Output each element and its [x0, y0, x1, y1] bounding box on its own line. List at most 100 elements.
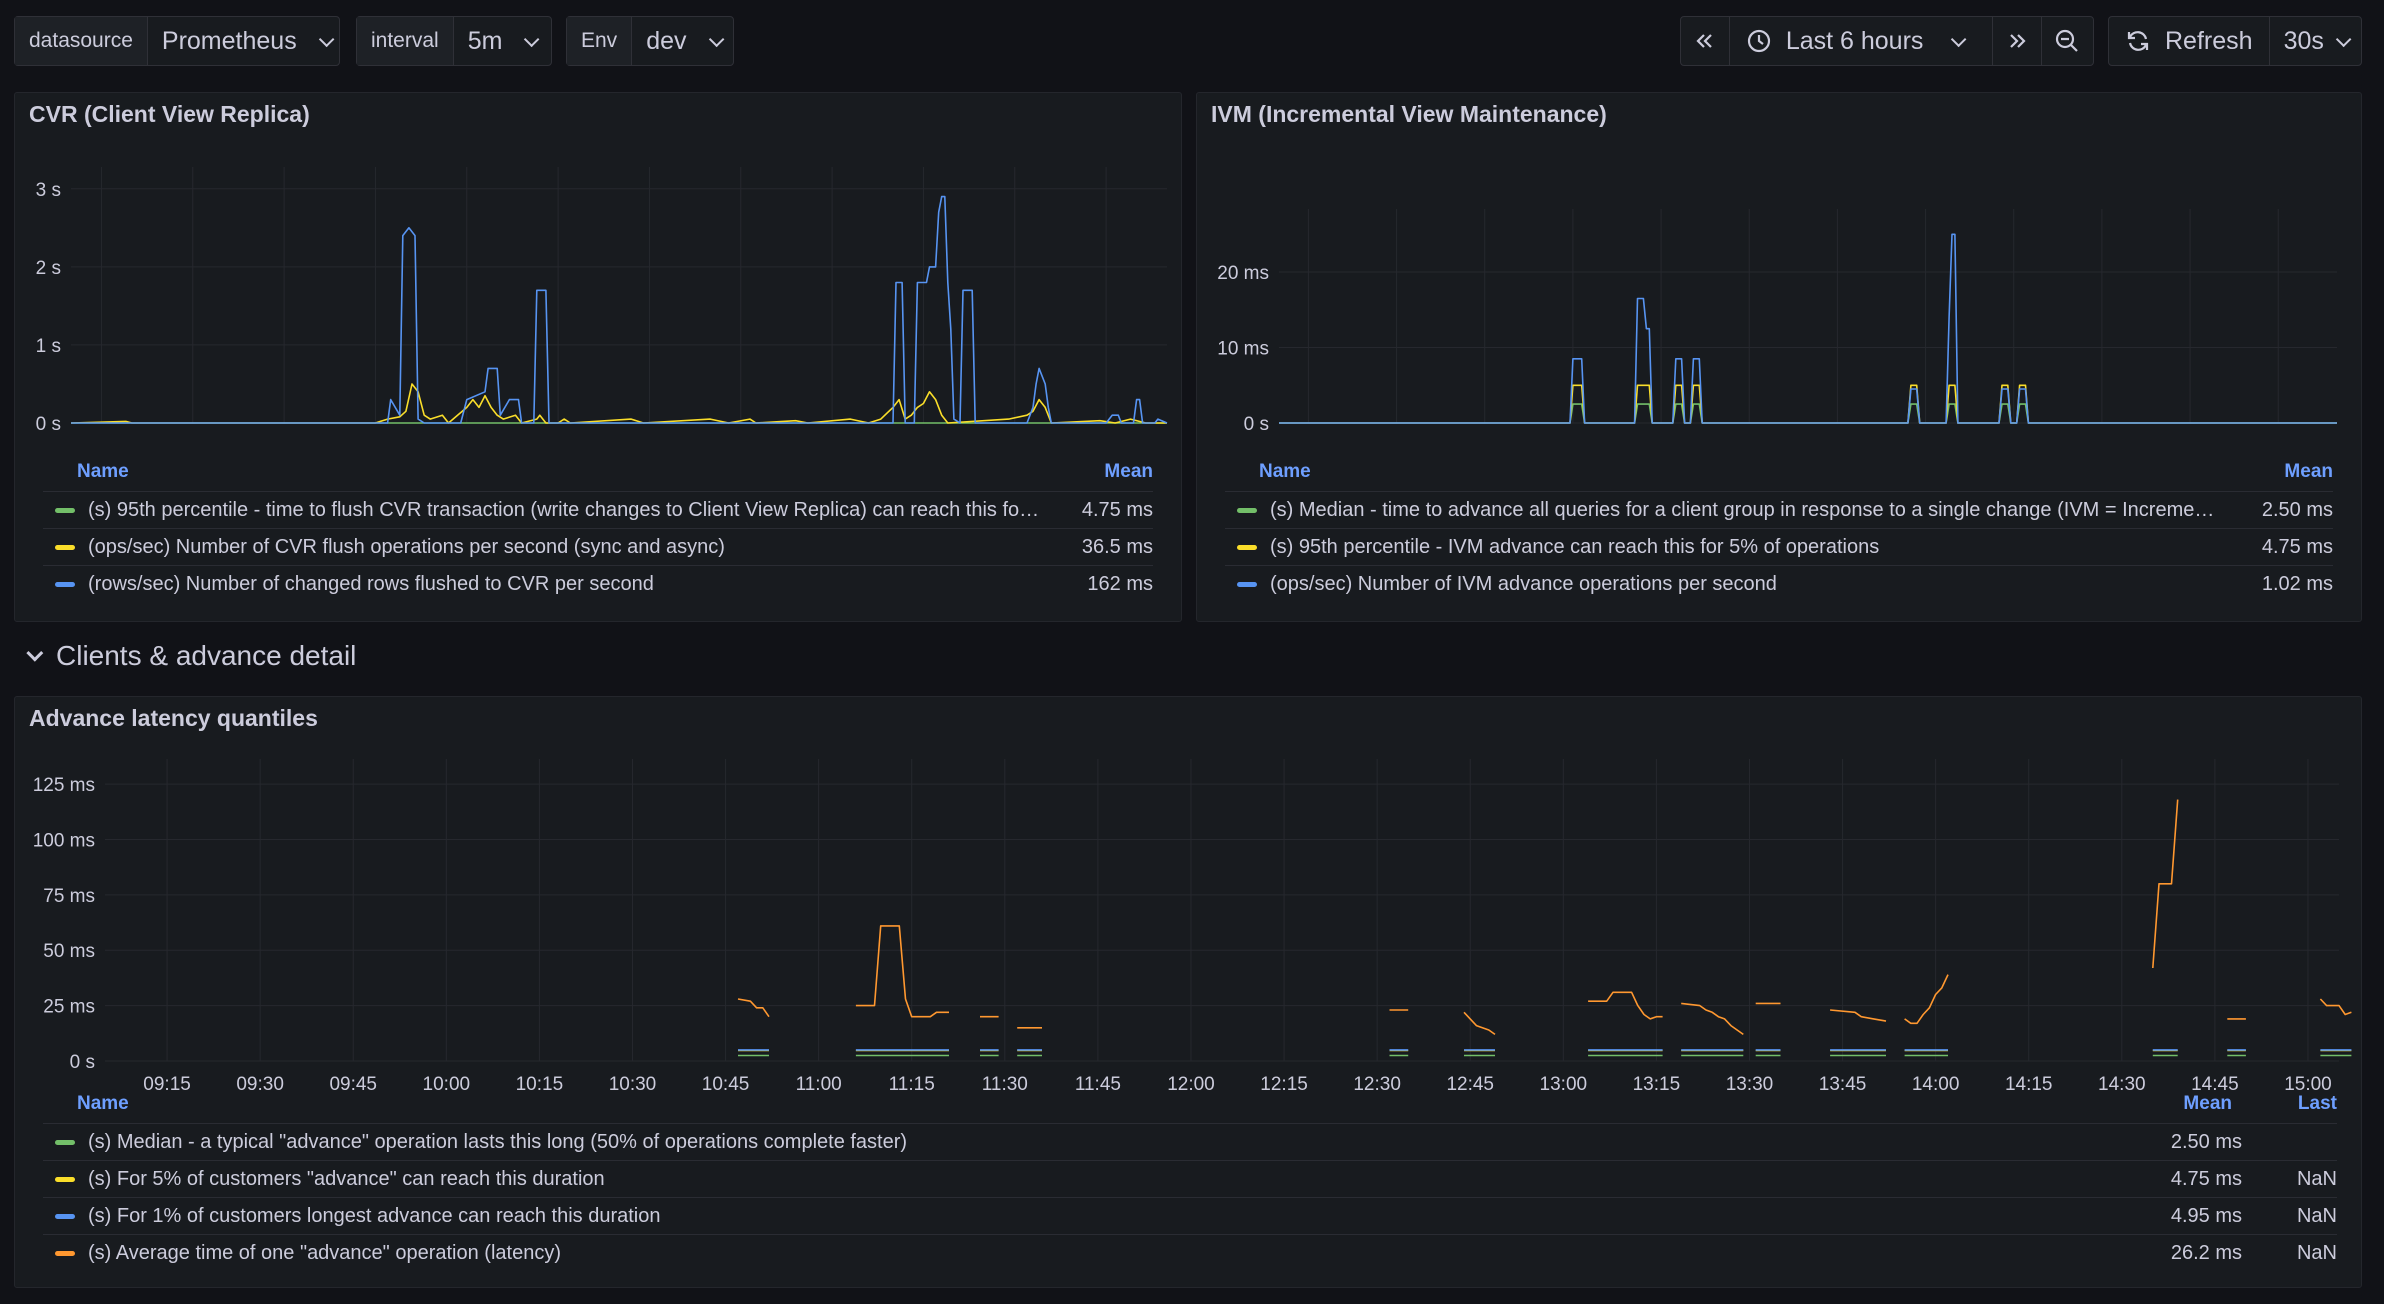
clock-icon	[1747, 29, 1770, 53]
cvr-panel: CVR (Client View Replica) 0 s1 s2 s3 s09…	[14, 92, 1182, 622]
legend-mean-value: 4.75 ms	[2170, 1168, 2242, 1190]
y-tick-label: 125 ms	[33, 775, 95, 796]
legend-header: Name Mean	[43, 461, 1153, 489]
legend-mean-header[interactable]: Mean	[2284, 461, 2333, 482]
legend-name-header[interactable]: Name	[1259, 461, 1311, 482]
y-tick-label: 3 s	[36, 180, 61, 201]
series-color-swatch	[55, 1140, 75, 1145]
y-tick-label: 0 s	[36, 414, 61, 433]
x-tick-label: 09:30	[236, 1074, 284, 1095]
panel-title[interactable]: IVM (Incremental View Maintenance)	[1211, 101, 1607, 127]
legend-series-name: (rows/sec) Number of changed rows flushe…	[88, 573, 654, 595]
interval-variable[interactable]: interval 5m	[356, 16, 552, 66]
legend-row[interactable]: (s) Median - a typical "advance" operati…	[43, 1123, 2337, 1161]
cvr-chart[interactable]: 0 s1 s2 s3 s09:3010:0010:3011:0011:3012:…	[15, 93, 1183, 433]
datasource-select[interactable]: Prometheus	[148, 17, 342, 65]
y-tick-label: 75 ms	[43, 886, 95, 907]
legend-mean-value: 2.50 ms	[2170, 1131, 2242, 1153]
chevron-down-icon	[524, 31, 540, 47]
refresh-button[interactable]: Refresh	[2109, 17, 2270, 65]
legend-row[interactable]: (s) For 1% of customers longest advance …	[43, 1197, 2337, 1235]
interval-label: interval	[357, 17, 454, 65]
series-line	[1279, 233, 2337, 424]
time-range-label: Last 6 hours	[1785, 26, 1924, 55]
series-color-swatch	[1237, 545, 1257, 550]
x-tick-label: 11:00	[796, 1074, 842, 1095]
datasource-label: datasource	[15, 17, 148, 65]
x-tick-label: 15:00	[2284, 1074, 2332, 1095]
legend-series-name: (ops/sec) Number of CVR flush operations…	[88, 536, 725, 558]
x-tick-label: 09:45	[329, 1074, 377, 1095]
legend-series-name: (s) For 1% of customers longest advance …	[88, 1205, 661, 1227]
legend-row[interactable]: (s) Median - time to advance all queries…	[1225, 491, 2333, 529]
time-forward-button[interactable]	[1993, 17, 2042, 65]
legend-row[interactable]: (s) 95th percentile - IVM advance can re…	[1225, 528, 2333, 566]
legend-series-name: (s) For 5% of customers "advance" can re…	[88, 1168, 605, 1190]
advance-latency-chart[interactable]: 0 s 25 ms 50 ms 75 ms 100 ms 125 ms 09:15 09:30…	[15, 697, 2363, 1097]
series-line	[1681, 1002, 1744, 1036]
row-header-clients-advance[interactable]: Clients & advance detail	[26, 640, 356, 672]
refresh-interval-value: 30s	[2283, 26, 2324, 55]
legend-last-value: NaN	[2296, 1242, 2337, 1264]
env-variable[interactable]: Env dev	[566, 16, 734, 66]
legend-mean-value: 4.75 ms	[1081, 499, 1153, 521]
y-tick-label: 25 ms	[43, 997, 95, 1018]
legend-mean-value: 162 ms	[1087, 573, 1153, 595]
time-back-button[interactable]	[1681, 17, 1730, 65]
legend-row[interactable]: (ops/sec) Number of CVR flush operations…	[43, 528, 1153, 566]
panel-title[interactable]: CVR (Client View Replica)	[29, 101, 310, 127]
legend-name-header[interactable]: Name	[77, 1093, 129, 1114]
x-tick-label: 12:45	[1446, 1074, 1494, 1095]
x-tick-label: 10:15	[516, 1074, 564, 1095]
series-color-swatch	[55, 1251, 75, 1256]
legend-mean-value: 1.02 ms	[2261, 573, 2333, 595]
legend-series-name: (s) Median - a typical "advance" operati…	[88, 1131, 908, 1153]
zoom-out-button[interactable]	[2042, 17, 2094, 65]
series-line	[1279, 384, 2337, 424]
env-select[interactable]: dev	[632, 17, 731, 65]
x-tick-label: 13:45	[1819, 1074, 1867, 1095]
legend-series-name: (s) Average time of one "advance" operat…	[88, 1242, 561, 1264]
x-tick-label: 14:45	[2191, 1074, 2239, 1095]
series-line	[2319, 998, 2352, 1016]
y-tick-label: 0 s	[70, 1052, 95, 1073]
legend-header: Name Mean	[1225, 461, 2333, 489]
legend-mean-header[interactable]: Mean	[1104, 461, 1153, 482]
series-color-swatch	[55, 582, 75, 587]
legend-mean-header[interactable]: Mean	[2183, 1093, 2232, 1114]
legend-row[interactable]: (s) Average time of one "advance" operat…	[43, 1234, 2337, 1272]
series-line	[1830, 1009, 1887, 1022]
ivm-panel: IVM (Incremental View Maintenance) 0 s 10…	[1196, 92, 2362, 622]
legend-row[interactable]: (rows/sec) Number of changed rows flushe…	[43, 565, 1153, 603]
legend-row[interactable]: (s) 95th percentile - time to flush CVR …	[43, 491, 1153, 529]
y-tick-label: 10 ms	[1217, 339, 1269, 360]
env-value: dev	[646, 26, 687, 55]
y-tick-label: 50 ms	[43, 941, 95, 962]
time-range-picker[interactable]: Last 6 hours	[1730, 17, 1993, 65]
series-line	[1588, 991, 1663, 1020]
legend-name-header[interactable]: Name	[77, 461, 129, 482]
y-tick-label: 0 s	[1244, 414, 1269, 433]
datasource-value: Prometheus	[161, 26, 297, 55]
y-tick-label: 2 s	[36, 258, 61, 279]
x-tick-label: 13:30	[1726, 1074, 1774, 1095]
series-color-swatch	[55, 545, 75, 550]
legend-last-value: NaN	[2296, 1205, 2337, 1227]
legend-series-name: (s) Median - time to advance all queries…	[1270, 499, 2223, 521]
series-color-swatch	[55, 1214, 75, 1219]
x-tick-label: 13:15	[1633, 1074, 1681, 1095]
x-tick-label: 11:30	[982, 1074, 1028, 1095]
datasource-variable[interactable]: datasource Prometheus	[14, 16, 340, 66]
legend-row[interactable]: (s) For 5% of customers "advance" can re…	[43, 1160, 2337, 1198]
legend-last-header[interactable]: Last	[2297, 1093, 2337, 1114]
legend-row[interactable]: (ops/sec) Number of IVM advance operatio…	[1225, 565, 2333, 603]
refresh-interval-picker[interactable]: 30s	[2270, 17, 2361, 65]
series-color-swatch	[55, 1177, 75, 1182]
chevron-down-icon	[26, 644, 44, 662]
interval-select[interactable]: 5m	[454, 17, 548, 65]
interval-value: 5m	[467, 26, 503, 55]
legend-last-value: NaN	[2296, 1168, 2337, 1190]
series-line	[737, 998, 770, 1018]
panel-title[interactable]: Advance latency quantiles	[29, 705, 318, 731]
